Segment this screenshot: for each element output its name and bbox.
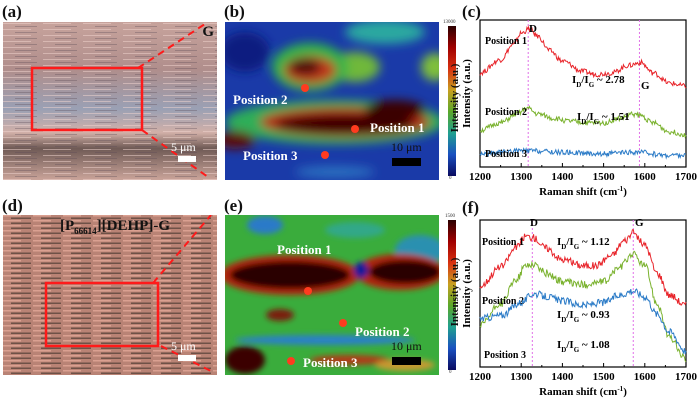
x-tick-label: 1400 [551, 371, 574, 383]
sample-title-main: [P [60, 218, 75, 234]
series-label: Position 2 [485, 107, 527, 118]
y-axis-label: Intensity (a.u.) [461, 59, 473, 128]
x-tick-label: 1500 [593, 171, 616, 183]
x-tick-label: 1300 [510, 371, 533, 383]
series-label: Position 3 [485, 149, 527, 160]
sample-title-sub: 66614 [74, 226, 97, 236]
x-tick-label: 1600 [634, 171, 657, 183]
colorbar-e [448, 220, 456, 370]
position-label: Position 1 [370, 120, 425, 135]
position-label: Position 3 [243, 148, 298, 163]
peak-label: D [530, 217, 538, 229]
peak-label: G [635, 217, 644, 229]
micrograph-d-image [3, 215, 217, 375]
raman-map-b: Position 1 Position 2 Position 3 10 μm [225, 22, 439, 180]
series-line [479, 147, 687, 160]
series-line [479, 250, 687, 363]
micrograph-d: [P66614][DEHP]-G 5 μm [3, 215, 217, 375]
scale-bar-label-e: 10 μm [391, 339, 422, 353]
raman-map-e: Position 1 Position 2 Position 3 10 μm [225, 215, 439, 375]
ratio-annotation: ID/IG ~ 1.51 [577, 111, 630, 126]
peak-label: D [529, 23, 537, 35]
colorbar-b-min: 0 [449, 176, 452, 181]
position-marker [304, 287, 312, 295]
x-axis-label: Raman shift (cm-1) [539, 185, 627, 198]
scale-bar-label-b: 10 μm [391, 140, 422, 154]
ratio-annotation: ID/IG ~ 1.08 [557, 339, 610, 354]
ratio-annotation: ID/IG ~ 0.93 [557, 309, 610, 324]
panel-label-d: (d) [2, 196, 23, 215]
panel-label-a: (a) [2, 2, 22, 21]
position-marker [287, 357, 295, 365]
x-tick-label: 1200 [469, 171, 492, 183]
scale-bar-label-a: 5 μm [171, 140, 196, 154]
colorbar-e-max: 1500 [445, 214, 455, 219]
scale-bar-label-d: 5 μm [171, 339, 196, 353]
panel-label-b: (b) [224, 2, 245, 21]
series-label: Position 3 [484, 350, 526, 361]
sample-title-d: [P66614][DEHP]-G [60, 218, 170, 236]
colorbar-b [448, 26, 456, 176]
scale-bar-d [178, 355, 196, 361]
ratio-annotation: ID/IG ~ 2.78 [572, 74, 625, 89]
raman-chart-c: 1200 1300 1400 1500 1600 1700 Raman shift (cm-… [461, 19, 698, 198]
x-tick-label: 1400 [551, 171, 574, 183]
x-tick-label: 1300 [510, 171, 533, 183]
x-tick-label: 1700 [675, 171, 698, 183]
position-marker [339, 319, 347, 327]
selection-box-d [44, 281, 160, 348]
scale-bar-e [392, 357, 421, 365]
series-line [479, 105, 687, 139]
y-axis-label: Intensity (a.u.) [461, 259, 473, 328]
position-marker [301, 84, 309, 92]
series-line [479, 25, 687, 89]
x-axis-label: Raman shift (cm-1) [539, 385, 627, 398]
x-tick-label: 1500 [593, 371, 616, 383]
scale-bar-b [392, 158, 421, 166]
raman-map-e-image [225, 215, 439, 375]
panel-label-c: (c) [462, 2, 481, 21]
micrograph-a-image [3, 22, 217, 180]
panel-label-e: (e) [224, 196, 243, 215]
series-label: Position 1 [482, 237, 524, 248]
scale-bar-a [178, 156, 196, 162]
position-marker [321, 151, 329, 159]
series-label: Position 2 [482, 296, 524, 307]
colorbar-e-min: 0 [449, 370, 452, 375]
ratio-annotation: ID/IG ~ 1.12 [557, 236, 610, 251]
series-label: Position 1 [485, 36, 527, 47]
raman-chart-f: 1200 1300 1400 1500 1600 1700 Raman shift (cm-… [461, 217, 698, 398]
colorbar-b-max: 13000 [443, 20, 456, 25]
sample-title-rest: ][DEHP]-G [96, 218, 170, 234]
position-marker [351, 125, 359, 133]
position-label: Position 2 [233, 92, 288, 107]
panel-label-f: (f) [462, 198, 479, 217]
x-tick-label: 1200 [469, 371, 492, 383]
peak-label: G [641, 80, 650, 92]
position-label: Position 2 [355, 324, 410, 339]
micrograph-a: G 5 μm [3, 22, 217, 180]
x-tick-label: 1600 [634, 371, 657, 383]
corner-label-g: G [202, 24, 214, 40]
raman-map-b-image [225, 22, 439, 180]
x-tick-label: 1700 [675, 371, 698, 383]
series-line [479, 229, 687, 306]
series-line [479, 288, 687, 355]
position-label: Position 1 [277, 242, 332, 257]
selection-box-a [30, 66, 144, 132]
position-label: Position 3 [303, 355, 358, 370]
